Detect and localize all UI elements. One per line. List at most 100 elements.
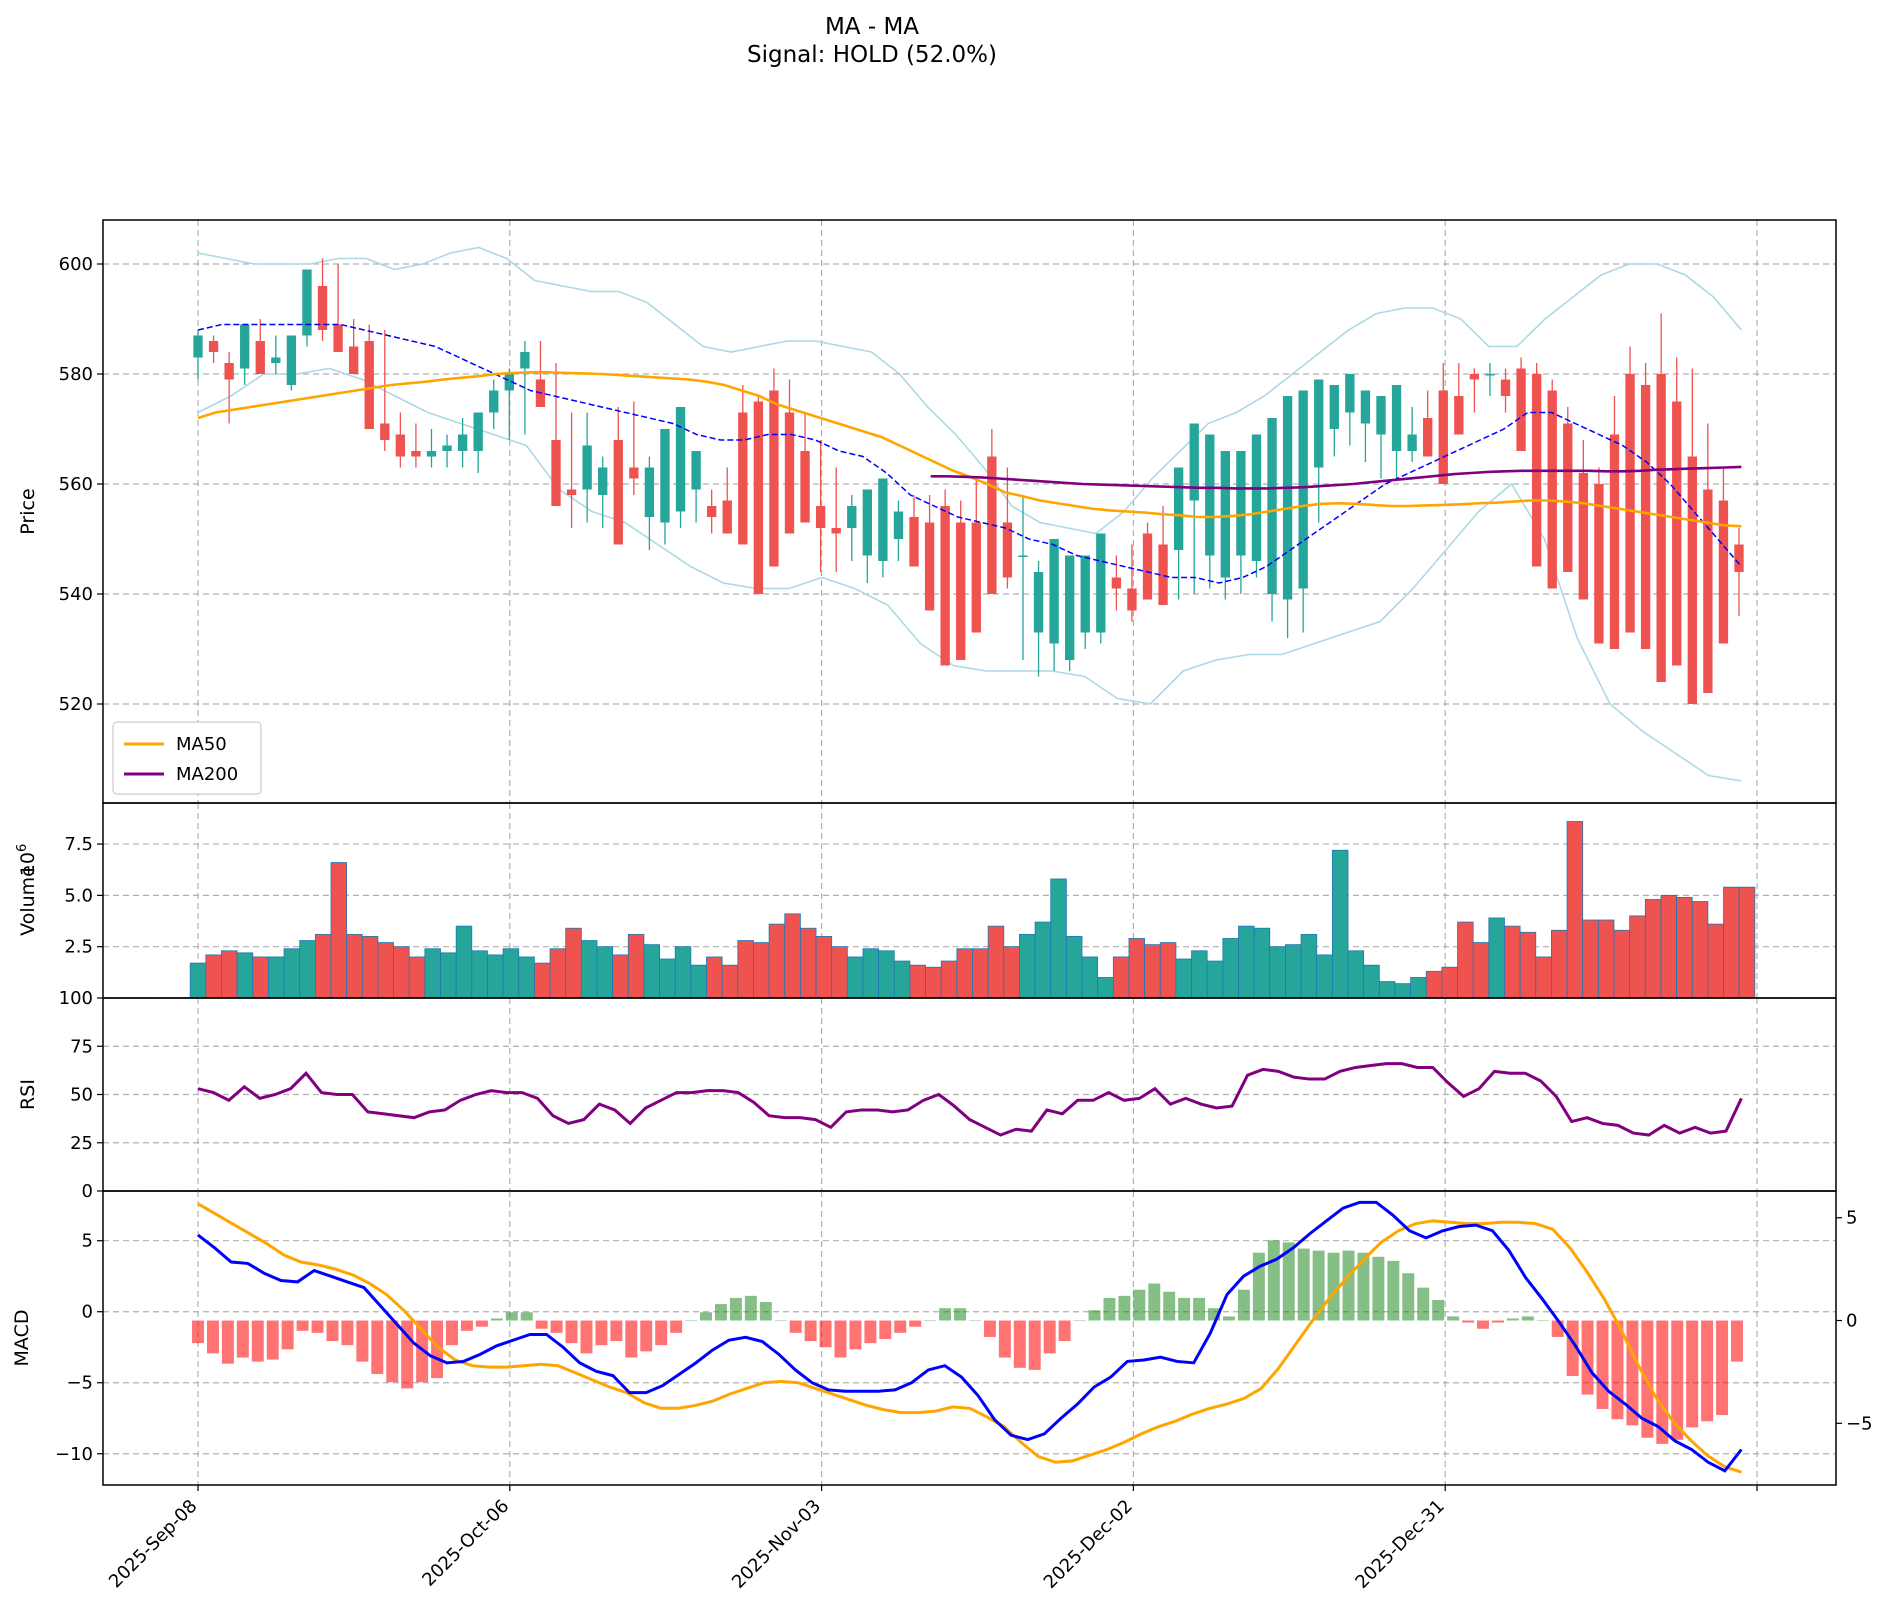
macd-histogram-bar bbox=[939, 1308, 952, 1321]
candle-body bbox=[302, 269, 312, 336]
candle-body bbox=[240, 324, 250, 369]
volume-bar bbox=[768, 923, 786, 999]
volume-bar bbox=[1019, 933, 1036, 999]
volume-bar bbox=[1566, 821, 1584, 999]
macd-histogram-bar bbox=[266, 1320, 279, 1360]
price-axis-label: Price bbox=[17, 488, 39, 534]
candle-body bbox=[551, 440, 561, 506]
candle-body bbox=[1407, 434, 1417, 451]
macd-histogram-bar bbox=[864, 1320, 877, 1344]
volume-bar bbox=[862, 948, 880, 999]
chart-subtitle: Signal: HOLD (52.0%) bbox=[747, 42, 997, 68]
macd-histogram-bar bbox=[206, 1320, 219, 1354]
candle-body bbox=[1438, 390, 1448, 484]
y2-tick-label: 5 bbox=[1846, 1208, 1857, 1229]
macd-histogram-bar bbox=[1671, 1320, 1684, 1440]
y-tick-label: 520 bbox=[59, 694, 93, 715]
volume-bar bbox=[1269, 946, 1286, 999]
volume-bar bbox=[1457, 921, 1474, 999]
volume-bar bbox=[753, 942, 770, 999]
macd-histogram-bar bbox=[1686, 1320, 1699, 1428]
macd-histogram-bar bbox=[1417, 1287, 1430, 1321]
legend-label: MA200 bbox=[176, 764, 238, 785]
candle-body bbox=[1516, 368, 1526, 451]
x-tick-label: 2025-Dec-31 bbox=[1351, 1496, 1448, 1593]
candle-body bbox=[800, 451, 810, 523]
volume-bar bbox=[690, 964, 707, 999]
volume-bar bbox=[252, 956, 269, 999]
macd-histogram-bar bbox=[565, 1320, 578, 1344]
volume-bar bbox=[580, 940, 598, 999]
volume-bar bbox=[236, 952, 254, 999]
macd-histogram-bar bbox=[1178, 1297, 1191, 1321]
volume-bar bbox=[346, 933, 363, 999]
candle-body bbox=[1314, 379, 1324, 468]
y-tick-label: 5 bbox=[82, 1231, 93, 1252]
macd-histogram-bar bbox=[924, 1320, 937, 1322]
macd-histogram-bar bbox=[1118, 1295, 1131, 1321]
macd-line bbox=[197, 1200, 1743, 1473]
volume-bar bbox=[1535, 956, 1552, 999]
macd-histogram-bar bbox=[221, 1320, 234, 1364]
macd-histogram-bar bbox=[1297, 1248, 1310, 1321]
volume-bar bbox=[1488, 917, 1505, 999]
candle-body bbox=[924, 522, 935, 611]
candle-body bbox=[722, 500, 732, 534]
candle-body bbox=[1563, 423, 1573, 572]
macd-histogram-bar bbox=[311, 1320, 324, 1333]
candle-body bbox=[784, 412, 795, 534]
x-tick-label: 2025-Nov-03 bbox=[728, 1496, 825, 1593]
candle-body bbox=[1672, 401, 1682, 666]
candle-body bbox=[426, 451, 437, 457]
volume-bar bbox=[1097, 977, 1114, 999]
macd-histogram-bar bbox=[1223, 1316, 1235, 1321]
volume-bar bbox=[1707, 923, 1724, 999]
volume-exponent-power: 6 bbox=[15, 844, 30, 852]
candle-body bbox=[940, 506, 950, 666]
macd-signal-line bbox=[197, 1202, 1742, 1474]
volume-bar bbox=[1285, 944, 1302, 999]
macd-histogram-bar bbox=[1566, 1320, 1579, 1377]
macd-histogram-bar bbox=[1581, 1320, 1594, 1395]
macd-histogram-bar bbox=[1312, 1250, 1325, 1321]
candle-body bbox=[1547, 390, 1557, 589]
macd-histogram-bar bbox=[1402, 1273, 1415, 1321]
macd-histogram-bar bbox=[1447, 1316, 1460, 1321]
volume-bar bbox=[408, 956, 426, 999]
candle-body bbox=[1282, 396, 1293, 600]
volume-bar bbox=[1050, 878, 1067, 999]
candle-body bbox=[193, 335, 203, 358]
y-tick-label: 0 bbox=[82, 1181, 93, 1202]
candle-body bbox=[1391, 385, 1402, 451]
candle-body bbox=[333, 324, 343, 352]
candle-body bbox=[675, 407, 686, 512]
volume-bar bbox=[1034, 921, 1052, 999]
macd-histogram-bar bbox=[1506, 1318, 1519, 1321]
macd-histogram-bar bbox=[1013, 1320, 1026, 1368]
volume-bar bbox=[596, 946, 614, 999]
volume-bar bbox=[1472, 942, 1490, 999]
candle-body bbox=[971, 522, 981, 633]
volume-bar bbox=[1238, 925, 1255, 999]
volume-bar bbox=[377, 942, 394, 999]
y-tick-label: 25 bbox=[70, 1133, 93, 1154]
candle-body bbox=[364, 341, 374, 429]
volume-bar bbox=[1316, 954, 1333, 999]
volume-bar bbox=[940, 960, 958, 999]
candle-body bbox=[317, 286, 328, 330]
candle-body bbox=[815, 506, 826, 528]
candle-body bbox=[1049, 539, 1059, 644]
macd-histogram-bar bbox=[475, 1320, 488, 1327]
macd-histogram-bar bbox=[729, 1297, 742, 1321]
y-tick-label: 50 bbox=[70, 1085, 93, 1106]
candle-body bbox=[1205, 434, 1215, 556]
volume-bar bbox=[815, 936, 833, 999]
candle-body bbox=[1469, 374, 1480, 380]
volume-bar bbox=[1660, 894, 1677, 999]
macd-histogram-bar bbox=[1521, 1316, 1534, 1321]
macd-histogram-bar bbox=[1028, 1320, 1041, 1370]
candle-body bbox=[706, 506, 717, 517]
macd-histogram-bar bbox=[251, 1320, 264, 1362]
volume-bar bbox=[1629, 915, 1646, 999]
candle-body bbox=[1609, 434, 1620, 649]
